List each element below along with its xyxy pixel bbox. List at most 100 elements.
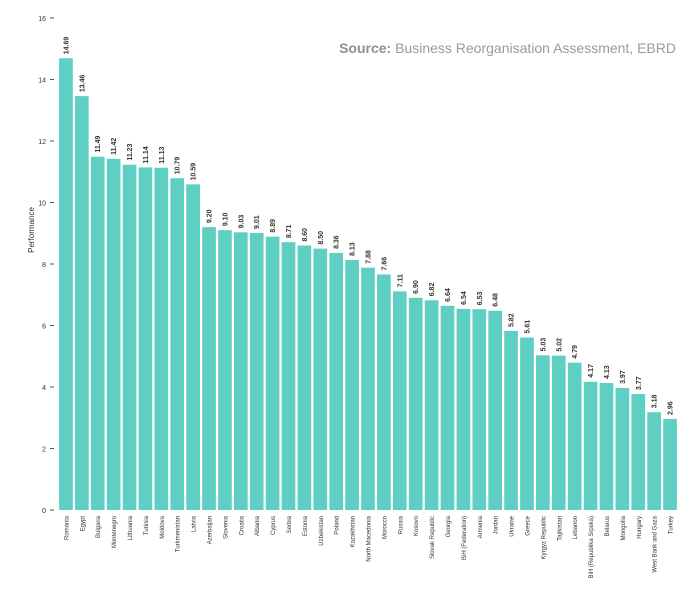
x-tick-label: Croatia — [239, 515, 245, 535]
x-tick-label: West Bank and Gaza — [653, 515, 659, 572]
value-label: 8.60 — [302, 228, 309, 242]
bar — [90, 156, 105, 510]
value-label: 10.59 — [191, 163, 198, 181]
bar — [313, 248, 328, 511]
bar — [567, 362, 582, 510]
x-axis-labels: Romania Egypt Bulgaria Montenegro Lithuania T… — [64, 515, 674, 578]
x-tick-label: Morocco — [382, 515, 388, 539]
x-tick-label: Kyrgyz Republic — [541, 516, 547, 559]
value-label: 8.13 — [350, 242, 357, 256]
source-label: Source: — [339, 40, 392, 56]
value-label: 11.49 — [95, 135, 102, 152]
bar — [122, 164, 137, 510]
bars — [59, 58, 677, 511]
value-label: 6.53 — [477, 291, 484, 305]
x-tick-label: Serbia — [287, 515, 293, 533]
value-label: 10.79 — [175, 157, 182, 175]
x-tick-label: Tunisia — [144, 515, 150, 535]
x-tick-label: Romania — [64, 515, 70, 540]
bar — [154, 167, 169, 510]
y-tick-label: 16 — [38, 16, 46, 23]
bar — [424, 300, 439, 510]
y-tick-label: 12 — [38, 139, 46, 146]
bar — [218, 230, 232, 510]
y-tick-label: 6 — [42, 324, 46, 331]
bar — [551, 355, 566, 510]
bar — [186, 184, 200, 511]
x-tick-label: Estonia — [303, 515, 309, 536]
y-tick-label: 14 — [38, 78, 46, 85]
x-tick-label: Moldova — [160, 515, 166, 538]
bar — [170, 178, 185, 510]
bar — [615, 387, 630, 510]
value-label: 5.03 — [540, 338, 547, 352]
x-tick-label: Cyprus — [271, 516, 277, 535]
value-label: 11.42 — [111, 138, 118, 155]
x-tick-label: BiH (Federation) — [462, 516, 468, 560]
x-tick-label: Kazakhstan — [351, 516, 357, 547]
x-tick-label: BiH (Republika Srpska) — [589, 516, 595, 578]
value-label: 11.14 — [143, 146, 150, 163]
x-tick-label: Albania — [255, 515, 261, 536]
value-label: 9.10 — [222, 212, 229, 226]
value-label: 9.03 — [238, 215, 245, 229]
x-tick-label: Georgia — [446, 515, 452, 537]
value-label: 5.61 — [524, 320, 531, 334]
value-label: 4.13 — [604, 365, 611, 379]
source-note: Source: Business Reorganisation Assessme… — [339, 40, 676, 56]
bar — [583, 381, 598, 510]
x-tick-label: Uzbekistan — [319, 516, 325, 546]
value-label: 8.71 — [286, 224, 293, 238]
bar — [392, 291, 407, 510]
x-tick-label: Jordan — [494, 516, 500, 534]
bar — [520, 337, 534, 510]
bar — [440, 305, 455, 510]
bar — [59, 58, 73, 510]
value-label: 6.64 — [445, 288, 452, 302]
value-label: 3.97 — [620, 370, 627, 384]
x-tick-label: Lebanon — [573, 516, 579, 539]
value-label: 6.48 — [493, 293, 500, 307]
bar — [536, 355, 550, 510]
y-tick-label: 10 — [38, 201, 46, 208]
x-tick-label: Tajikistan — [557, 516, 563, 541]
value-label: 5.82 — [509, 313, 516, 327]
bar — [345, 260, 359, 510]
value-label: 7.11 — [397, 274, 404, 287]
bar — [504, 331, 518, 510]
value-label: 11.13 — [159, 147, 166, 164]
value-label: 4.79 — [572, 345, 579, 359]
value-label: 14.69 — [63, 37, 70, 55]
bar — [265, 236, 280, 510]
y-tick-label: 2 — [42, 447, 46, 454]
x-tick-label: Kosovo — [414, 515, 420, 536]
x-tick-label: Armenia — [478, 515, 484, 538]
bar — [599, 383, 614, 510]
value-label: 6.82 — [429, 283, 436, 297]
x-tick-label: Mongolia — [621, 515, 627, 540]
bar — [202, 227, 216, 510]
x-tick-label: Turkey — [669, 516, 675, 534]
value-label: 8.50 — [318, 231, 325, 245]
value-label: 11.23 — [127, 143, 134, 160]
value-label: 9.20 — [207, 209, 214, 223]
value-label: 3.18 — [652, 394, 659, 408]
x-tick-label: North Macedonia — [367, 515, 373, 561]
bar — [456, 308, 471, 510]
x-tick-label: Hungary — [637, 516, 643, 539]
value-label: 8.36 — [334, 235, 341, 249]
bar — [663, 418, 677, 510]
value-label: 6.90 — [413, 280, 420, 294]
x-tick-label: Slovak Republic — [430, 516, 436, 559]
y-tick-label: 4 — [42, 385, 46, 392]
value-label: 7.66 — [381, 257, 388, 271]
bar — [106, 158, 121, 510]
bar — [329, 252, 344, 510]
bar — [138, 167, 153, 510]
y-tick-label: 8 — [42, 262, 46, 269]
value-label: 6.54 — [461, 291, 468, 305]
x-tick-label: Turkmenistan — [176, 516, 182, 552]
x-tick-label: Russia — [398, 515, 404, 534]
bar — [472, 309, 487, 510]
